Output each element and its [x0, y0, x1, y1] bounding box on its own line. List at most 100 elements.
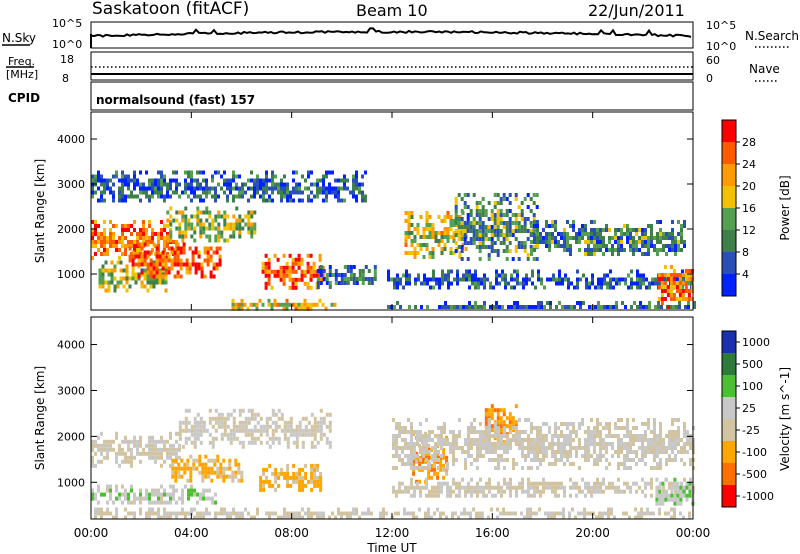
- velocity-echo-cell-8: [509, 481, 512, 486]
- power-echo-cell-0: [142, 228, 145, 232]
- velocity-echo-cell-9: [286, 515, 289, 520]
- velocity-echo-cell-1: [199, 492, 202, 497]
- velocity-echo-cell-5: [418, 443, 422, 448]
- power-echo-cell-10: [680, 232, 683, 236]
- velocity-echo-cell-1: [145, 488, 148, 493]
- noise-left-tick-bottom: 10^0: [52, 38, 82, 51]
- power-echo-cell-11: [426, 281, 429, 286]
- velocity-echo-cell-7: [476, 454, 479, 458]
- velocity-echo-cell-7: [626, 426, 629, 430]
- power-echo-cell-12: [567, 305, 570, 309]
- power-echo-cell-13: [672, 269, 676, 273]
- velocity-echo-cell-7: [473, 418, 476, 422]
- velocity-echo-cell-7: [551, 442, 554, 446]
- velocity-echo-cell-9: [529, 511, 532, 516]
- power-echo-cell-10: [554, 240, 557, 244]
- velocity-echo-cell-7: [686, 438, 689, 442]
- velocity-echo-cell-5: [442, 463, 446, 468]
- power-echo-cell-5: [285, 265, 289, 270]
- power-echo-cell-7: [178, 182, 181, 187]
- velocity-echo-cell-8: [392, 489, 395, 494]
- velocity-echo-cell-8: [458, 485, 461, 490]
- velocity-echo-cell-8: [557, 485, 560, 490]
- velocity-echo-cell-7: [545, 454, 548, 458]
- velocity-echo-cell-3: [217, 412, 221, 417]
- power-echo-cell-8: [431, 231, 435, 235]
- power-echo-cell-7: [121, 194, 124, 199]
- velocity-echo-cell-10: [685, 493, 689, 498]
- velocity-echo-cell-7: [557, 458, 560, 462]
- velocity-echo-cell-7: [560, 454, 563, 458]
- power-echo-cell-1: [104, 268, 108, 273]
- velocity-echo-cell-7: [584, 430, 587, 434]
- power-echo-cell-7: [178, 194, 181, 199]
- velocity-echo-cell-9: [589, 511, 592, 516]
- velocity-echo-cell-3: [256, 412, 260, 417]
- power-echo-cell-7: [238, 174, 241, 179]
- power-echo-cell-7: [238, 190, 241, 195]
- velocity-echo-cell-3: [196, 412, 200, 417]
- velocity-echo-cell-9: [97, 507, 100, 512]
- power-echo-cell-7: [334, 178, 337, 183]
- velocity-echo-cell-3: [310, 432, 314, 437]
- power-echo-cell-7: [118, 198, 121, 203]
- power-echo-cell-1: [107, 268, 111, 273]
- velocity-echo-cell-1: [157, 500, 160, 505]
- velocity-echo-cell-8: [401, 489, 404, 494]
- velocity-echo-cell-3: [235, 436, 239, 441]
- velocity-echo-cell-7: [464, 450, 467, 454]
- velocity-echo-cell-9: [601, 515, 604, 520]
- power-echo-cell-10: [563, 248, 566, 252]
- power-echo-cell-3: [232, 230, 236, 235]
- velocity-echo-cell-5: [439, 467, 443, 472]
- velocity-echo-cell-7: [677, 426, 680, 430]
- velocity-echo-cell-8: [629, 485, 632, 490]
- velocity-echo-cell-8: [500, 489, 503, 494]
- power-echo-cell-7: [166, 186, 169, 191]
- velocity-echo-cell-9: [100, 515, 103, 520]
- power-echo-cell-9: [472, 225, 476, 229]
- velocity-echo-cell-3: [250, 432, 254, 437]
- velocity-echo-cell-0: [157, 439, 160, 444]
- power-echo-cell-10: [563, 240, 566, 244]
- velocity-echo-cell-0: [148, 451, 151, 456]
- power-echo-cell-5: [291, 281, 295, 286]
- power-echo-cell-10: [647, 252, 650, 256]
- power-echo-cell-3: [175, 226, 179, 231]
- velocity-echo-cell-7: [476, 442, 479, 446]
- velocity-echo-cell-7: [656, 434, 659, 438]
- velocity-echo-cell-8: [398, 489, 401, 494]
- power-echo-cell-0: [142, 232, 145, 236]
- velocity-echo-cell-9: [472, 507, 475, 512]
- velocity-echo-cell-4: [274, 467, 278, 472]
- velocity-echo-cell-3: [193, 416, 197, 421]
- power-echo-cell-5: [264, 265, 268, 270]
- velocity-echo-cell-9: [202, 515, 205, 520]
- power-echo-cell-11: [612, 285, 615, 290]
- power-echo-cell-7: [271, 198, 274, 203]
- power-echo-cell-7: [298, 186, 301, 191]
- velocity-echo-cell-0: [130, 455, 133, 460]
- velocity-echo-cell-7: [584, 442, 587, 446]
- power-echo-cell-1: [152, 280, 156, 285]
- power-echo-cell-12: [537, 305, 540, 309]
- velocity-echo-cell-7: [434, 446, 437, 450]
- power-echo-cell-10: [623, 224, 626, 228]
- velocity-echo-cell-7: [416, 430, 419, 434]
- velocity-echo-cell-5: [427, 459, 431, 464]
- velocity-echo-cell-9: [652, 511, 655, 516]
- power-echo-cell-5: [279, 273, 283, 278]
- velocity-echo-cell-7: [410, 426, 413, 430]
- power-echo-cell-11: [501, 273, 504, 278]
- velocity-echo-cell-4: [316, 483, 320, 488]
- power-echo-cell-11: [405, 281, 408, 286]
- power-echo-cell-5: [285, 269, 289, 274]
- power-echo-cell-11: [651, 277, 654, 282]
- velocity-echo-cell-7: [560, 458, 563, 462]
- power-echo-cell-7: [103, 178, 106, 183]
- power-echo-cell-8: [443, 243, 447, 247]
- power-echo-cell-0: [166, 256, 169, 260]
- velocity-echo-cell-3: [313, 444, 317, 449]
- power-echo-cell-0: [136, 244, 139, 248]
- velocity-echo-cell-9: [295, 511, 298, 516]
